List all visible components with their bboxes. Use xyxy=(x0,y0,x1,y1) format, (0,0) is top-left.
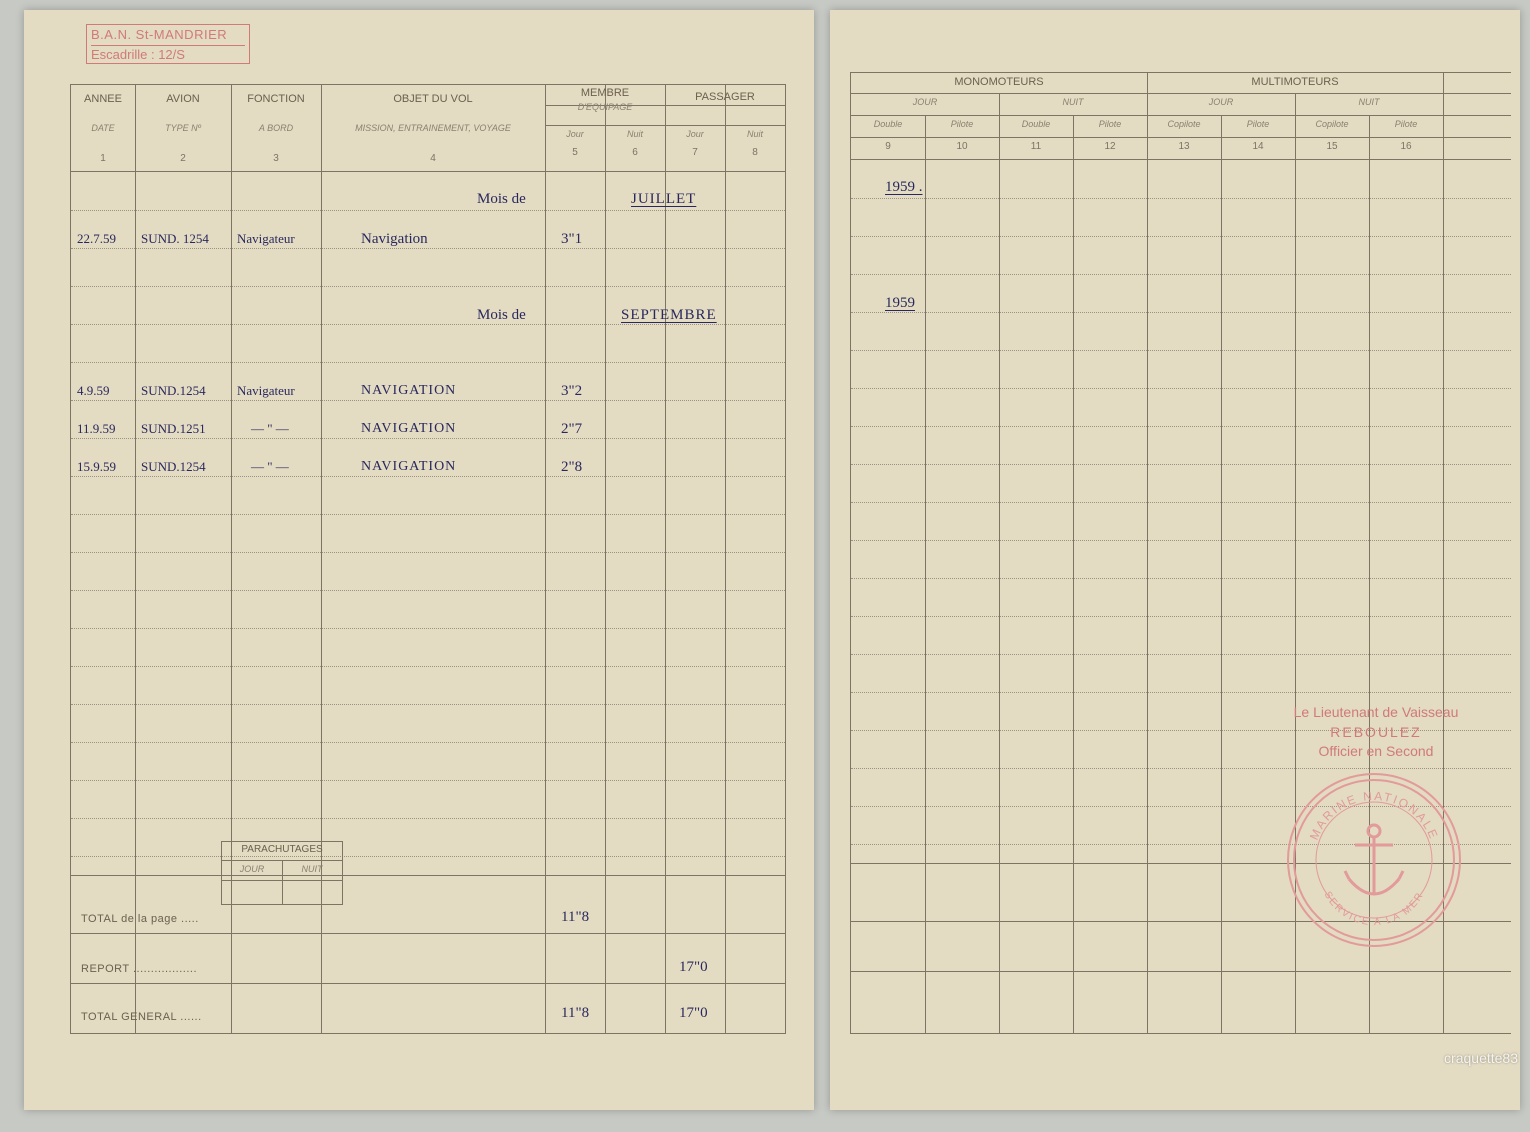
r3-avion: SUND.1251 xyxy=(141,421,206,437)
c13: 13 xyxy=(1147,141,1221,152)
c9l: Double xyxy=(851,119,925,129)
multi-jour: JOUR xyxy=(1147,97,1295,107)
c15l: Copilote xyxy=(1295,119,1369,129)
para-title: PARACHUTAGES xyxy=(222,844,342,857)
c14: 14 xyxy=(1221,141,1295,152)
mono-jour: JOUR xyxy=(851,97,999,107)
r3-date: 11.9.59 xyxy=(77,421,116,437)
year2: 1959 xyxy=(885,295,915,312)
r4-hrs: 2"8 xyxy=(561,459,582,476)
hdr-annee: ANNEE xyxy=(71,93,135,107)
c15: 15 xyxy=(1295,141,1369,152)
hdr-membre: MEMBRE xyxy=(545,87,665,101)
num1: 1 xyxy=(71,153,135,164)
stamp-line1: B.A.N. St-MANDRIER xyxy=(91,27,245,43)
sub-abord: A BORD xyxy=(231,123,321,133)
footer-v2: 17"0 xyxy=(679,959,708,976)
month1-val: JUILLET xyxy=(631,191,696,208)
sub-nuit8: Nuit xyxy=(725,129,785,139)
sub-jour7: Jour xyxy=(665,129,725,139)
label-report: REPORT .................. xyxy=(81,963,197,975)
c12l: Pilote xyxy=(1073,119,1147,129)
num8: 8 xyxy=(725,147,785,158)
sub-type: TYPE Nº xyxy=(135,123,231,133)
c16: 16 xyxy=(1369,141,1443,152)
sub-equipage: D'EQUIPAGE xyxy=(545,102,665,112)
c10: 10 xyxy=(925,141,999,152)
stamp-line2: Escadrille : 12/S xyxy=(91,45,245,63)
left-table: ANNEE AVION FONCTION OBJET DU VOL MEMBRE… xyxy=(70,84,786,1034)
r1-date: 22.7.59 xyxy=(77,231,116,247)
para-nuit: NUIT xyxy=(282,864,342,874)
sub-nuit6: Nuit xyxy=(605,129,665,139)
r1-fonc: Navigateur xyxy=(237,231,295,247)
r2-avion: SUND.1254 xyxy=(141,383,206,399)
c13l: Copilote xyxy=(1147,119,1221,129)
hdr-avion: AVION xyxy=(135,93,231,107)
logbook-left-page: B.A.N. St-MANDRIER Escadrille : 12/S ANN… xyxy=(24,10,814,1110)
r4-obj: NAVIGATION xyxy=(361,459,456,475)
r4-fonc: — " — xyxy=(251,459,289,475)
num4: 4 xyxy=(321,153,545,164)
label-totalpage: TOTAL de la page ..... xyxy=(81,913,199,925)
r2-obj: NAVIGATION xyxy=(361,383,456,399)
right-table: MONOMOTEURS MULTIMOTEURS JOUR NUIT JOUR … xyxy=(850,72,1511,1034)
num3: 3 xyxy=(231,153,321,164)
footer-v1: 11"8 xyxy=(561,909,589,926)
hdr-fonction: FONCTION xyxy=(231,93,321,107)
seal-top: MARINE NATIONALE xyxy=(1307,789,1441,842)
r2-hrs: 3"2 xyxy=(561,383,582,400)
label-totalgen: TOTAL GENERAL ...... xyxy=(81,1011,202,1023)
num5: 5 xyxy=(545,147,605,158)
hdr-multi: MULTIMOTEURS xyxy=(1147,76,1443,90)
c10l: Pilote xyxy=(925,119,999,129)
hdr-passager: PASSAGER xyxy=(665,91,785,105)
footer-v3b: 17"0 xyxy=(679,1005,708,1022)
svg-text:MARINE NATIONALE: MARINE NATIONALE xyxy=(1307,789,1441,842)
month1-label: Mois de xyxy=(477,191,526,208)
mono-nuit: NUIT xyxy=(999,97,1147,107)
r2-date: 4.9.59 xyxy=(77,383,110,399)
watermark: craquette83 xyxy=(1444,1050,1518,1066)
officer-l2: REBOULEZ xyxy=(1261,723,1491,743)
hdr-objet: OBJET DU VOL xyxy=(321,93,545,107)
r4-avion: SUND.1254 xyxy=(141,459,206,475)
c9: 9 xyxy=(851,141,925,152)
num6: 6 xyxy=(605,147,665,158)
sub-date: DATE xyxy=(71,123,135,133)
r3-obj: NAVIGATION xyxy=(361,421,456,437)
month2-label: Mois de xyxy=(477,307,526,324)
r2-fonc: Navigateur xyxy=(237,383,295,399)
escadrille-stamp: B.A.N. St-MANDRIER Escadrille : 12/S xyxy=(86,24,250,64)
officer-l3: Officier en Second xyxy=(1261,742,1491,762)
r1-hrs: 3"1 xyxy=(561,231,582,248)
r4-date: 15.9.59 xyxy=(77,459,116,475)
officer-stamp: Le Lieutenant de Vaisseau REBOULEZ Offic… xyxy=(1261,703,1491,762)
num2: 2 xyxy=(135,153,231,164)
c12: 12 xyxy=(1073,141,1147,152)
logbook-right-page: MONOMOTEURS MULTIMOTEURS JOUR NUIT JOUR … xyxy=(830,10,1520,1110)
c11: 11 xyxy=(999,141,1073,152)
c11l: Double xyxy=(999,119,1073,129)
sub-mission: MISSION, ENTRAINEMENT, VOYAGE xyxy=(321,123,545,133)
hdr-mono: MONOMOTEURS xyxy=(851,76,1147,90)
c14l: Pilote xyxy=(1221,119,1295,129)
num7: 7 xyxy=(665,147,725,158)
r1-obj: Navigation xyxy=(361,231,428,248)
para-jour: JOUR xyxy=(222,864,282,874)
year1: 1959 . xyxy=(885,179,923,196)
r1-avion: SUND. 1254 xyxy=(141,231,209,247)
r3-fonc: — " — xyxy=(251,421,289,437)
month2-val: SEPTEMBRE xyxy=(621,307,717,324)
officer-l1: Le Lieutenant de Vaisseau xyxy=(1261,703,1491,723)
c16l: Pilote xyxy=(1369,119,1443,129)
footer-v3a: 11"8 xyxy=(561,1005,589,1022)
marine-seal-icon: MARINE NATIONALE SERVICE A LA MER xyxy=(1287,773,1461,947)
parachutages-box: PARACHUTAGES JOUR NUIT xyxy=(221,841,343,905)
multi-nuit: NUIT xyxy=(1295,97,1443,107)
sub-jour5: Jour xyxy=(545,129,605,139)
r3-hrs: 2"7 xyxy=(561,421,582,438)
